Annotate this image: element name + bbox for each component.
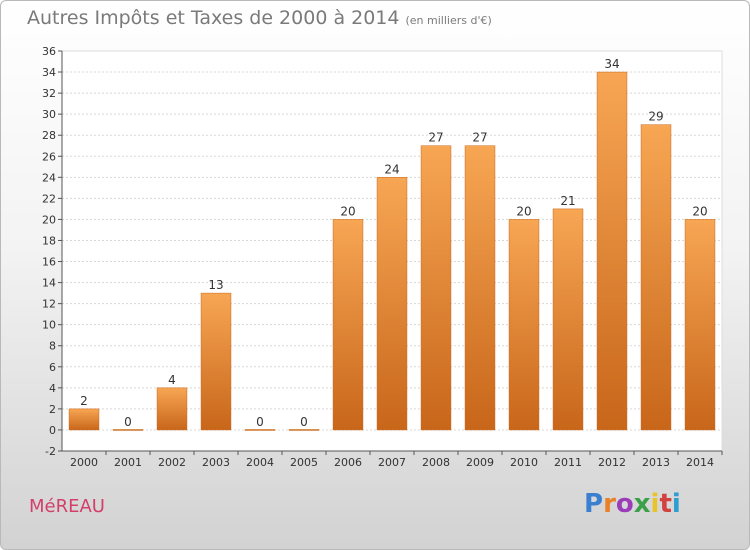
bar — [68, 408, 100, 431]
logo-letter: i — [650, 489, 660, 519]
bar-value-label: 0 — [256, 415, 264, 429]
x-tick-label: 2009 — [466, 456, 494, 469]
y-tick-label: 2 — [49, 403, 56, 416]
y-tick-label: 22 — [42, 192, 56, 205]
bar — [464, 145, 496, 431]
bar-value-label: 2 — [80, 394, 88, 408]
x-tick-label: 2006 — [334, 456, 362, 469]
bar — [508, 219, 540, 431]
bar — [552, 208, 584, 431]
logo-letter: r — [603, 489, 616, 519]
bar-value-label: 20 — [692, 204, 707, 218]
bar — [200, 292, 232, 431]
bar-value-label: 24 — [384, 162, 399, 176]
chart-subtitle: (en milliers d'€) — [405, 14, 492, 27]
bar-value-label: 20 — [516, 204, 531, 218]
bar — [376, 177, 408, 431]
place-name: MéREAU — [29, 496, 105, 517]
y-tick-label: 8 — [49, 340, 56, 353]
x-tick-label: 2005 — [290, 456, 318, 469]
logo-letter: x — [633, 489, 651, 519]
x-tick-label: 2010 — [510, 456, 538, 469]
x-tick-label: 2004 — [246, 456, 274, 469]
y-tick-label: 36 — [42, 45, 56, 58]
x-tick-label: 2008 — [422, 456, 450, 469]
y-tick-label: 10 — [42, 319, 56, 332]
bar — [640, 124, 672, 431]
bar-value-label: 0 — [124, 415, 132, 429]
bar — [244, 429, 276, 431]
y-tick-label: 28 — [42, 129, 56, 142]
bar — [420, 145, 452, 431]
x-tick-label: 2011 — [554, 456, 582, 469]
x-tick-label: 2003 — [202, 456, 230, 469]
bar-value-label: 27 — [428, 131, 443, 145]
y-tick-label: 16 — [42, 256, 56, 269]
logo-letter: P — [584, 489, 604, 519]
chart-title-text: Autres Impôts et Taxes de 2000 à 2014 — [27, 7, 400, 29]
y-tick-label: 26 — [42, 150, 56, 163]
chart-title: Autres Impôts et Taxes de 2000 à 2014 (en… — [27, 7, 492, 29]
logo-letter: t — [659, 489, 672, 519]
bar-value-label: 29 — [648, 110, 663, 124]
bar-value-label: 4 — [168, 373, 176, 387]
y-tick-label: 6 — [49, 361, 56, 374]
x-tick-label: 2001 — [114, 456, 142, 469]
x-tick-label: 2000 — [70, 456, 98, 469]
y-tick-label: 34 — [42, 66, 56, 79]
bar — [684, 219, 716, 431]
bar-value-label: 21 — [560, 194, 575, 208]
proxiti-logo: Proxiti — [584, 489, 681, 519]
bar-value-label: 0 — [300, 415, 308, 429]
bar-value-label: 20 — [340, 204, 355, 218]
y-tick-label: 12 — [42, 298, 56, 311]
x-tick-label: 2007 — [378, 456, 406, 469]
y-tick-label: 32 — [42, 87, 56, 100]
y-tick-label: 24 — [42, 171, 56, 184]
y-tick-label: 30 — [42, 108, 56, 121]
bar — [596, 71, 628, 431]
x-tick-label: 2012 — [598, 456, 626, 469]
y-tick-label: 4 — [49, 382, 56, 395]
bar-value-label: 34 — [604, 57, 619, 71]
x-axis: 2000 2001 2002 2003 2004 2005 2006 2007 2008 2009… — [62, 450, 723, 469]
bar — [156, 387, 188, 431]
x-tick-label: 2002 — [158, 456, 186, 469]
y-tick-label: 20 — [42, 213, 56, 226]
x-tick-label: 2014 — [686, 456, 714, 469]
bar — [332, 219, 364, 431]
y-tick-label: 14 — [42, 277, 56, 290]
y-tick-label: -2 — [45, 445, 56, 458]
bar — [112, 429, 144, 431]
bar-value-label: 27 — [472, 131, 487, 145]
bar-value-label: 13 — [208, 278, 223, 292]
bar — [288, 429, 320, 431]
y-tick-label: 18 — [42, 234, 56, 247]
logo-letter: o — [615, 489, 634, 519]
x-tick-label: 2013 — [642, 456, 670, 469]
logo-letter: i — [671, 489, 681, 519]
y-tick-label: 0 — [49, 424, 56, 437]
